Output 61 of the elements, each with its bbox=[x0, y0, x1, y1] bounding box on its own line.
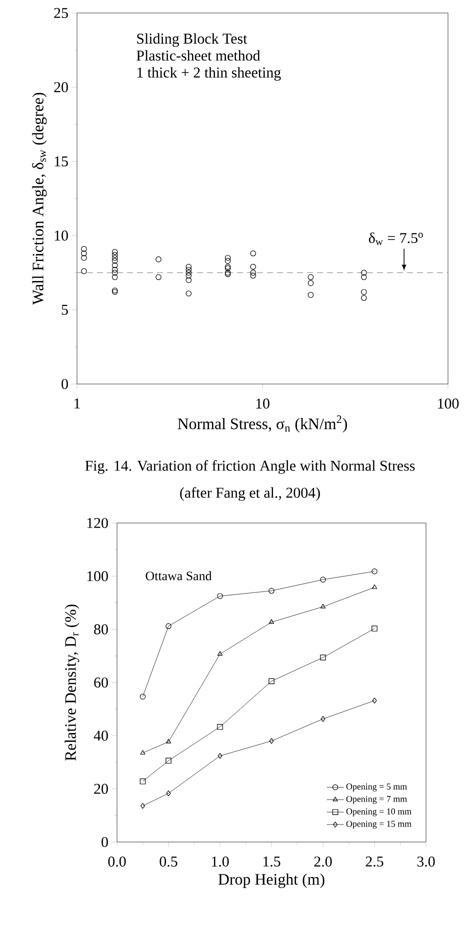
point bbox=[268, 619, 274, 624]
point bbox=[320, 576, 326, 583]
y-tick-label: 5 bbox=[62, 304, 68, 315]
x-tick-label: 2.5 bbox=[366, 856, 384, 867]
point bbox=[218, 752, 222, 759]
x-axis-title: Drop Height (m) bbox=[218, 874, 324, 888]
point bbox=[268, 588, 274, 594]
annotation: Sliding Block Test bbox=[137, 33, 248, 47]
point bbox=[217, 724, 223, 730]
x-tick-label: 10 bbox=[256, 398, 270, 409]
x-tick-label: 1.5 bbox=[263, 856, 280, 867]
ref-line-label: δ$_{w}$ = 7.5$^{o}$ bbox=[368, 232, 423, 246]
y-axis-title: Relative Density, D$_{r}$ (%) bbox=[64, 604, 80, 761]
x-tick-label: 0.5 bbox=[160, 856, 178, 867]
point bbox=[140, 778, 146, 784]
point bbox=[372, 698, 377, 704]
x-tick-label: 100 bbox=[438, 398, 459, 409]
y-tick-label: 120 bbox=[87, 518, 108, 528]
point bbox=[166, 738, 172, 744]
point bbox=[166, 790, 171, 796]
point bbox=[320, 716, 326, 722]
point bbox=[320, 604, 326, 608]
point bbox=[269, 738, 274, 744]
y-tick-label: 100 bbox=[87, 571, 108, 582]
y-tick-label: 40 bbox=[94, 730, 108, 741]
point bbox=[217, 593, 223, 600]
text: (after Fang et al., 2004) bbox=[180, 487, 320, 501]
annotation: Plastic-sheet method bbox=[136, 50, 260, 61]
legend-label: Opening = 15 mm bbox=[346, 820, 412, 829]
point bbox=[166, 758, 172, 764]
y-tick-label: 0 bbox=[62, 378, 68, 390]
annotation: Ottawa Sand bbox=[146, 571, 212, 580]
x-tick-label: 3.0 bbox=[417, 856, 435, 867]
point bbox=[166, 623, 172, 630]
x-tick-label: 2.0 bbox=[314, 856, 332, 867]
x-axis-title: Normal Stress, σ$_{n}$ (kN/m$^{2}$) bbox=[178, 415, 347, 432]
legend-label: Opening = 5 mm bbox=[346, 784, 407, 792]
y-tick-label: 20 bbox=[54, 82, 68, 92]
x-tick-label: 1 bbox=[74, 398, 80, 408]
y-tick-label: 80 bbox=[94, 624, 108, 634]
x-tick-label: 0.0 bbox=[108, 856, 126, 867]
annotation: 1 thick + 2 thin sheeting bbox=[137, 67, 281, 81]
point bbox=[372, 568, 378, 574]
y-tick-label: 15 bbox=[54, 156, 68, 166]
y-tick-label: 10 bbox=[54, 230, 68, 241]
y-tick-label: 25 bbox=[54, 8, 68, 18]
point bbox=[320, 654, 326, 660]
point bbox=[217, 651, 223, 656]
point bbox=[372, 626, 378, 632]
text: Fig. 14. Variation of friction Angle with Normal Stress bbox=[85, 460, 415, 474]
point bbox=[140, 802, 146, 809]
y-tick-label: 0 bbox=[102, 836, 108, 848]
y-axis-title: Wall Friction Angle, δ$_{sw}$ (degree) bbox=[32, 92, 47, 305]
legend-label: Opening = 10 mm bbox=[346, 808, 412, 816]
point bbox=[268, 678, 274, 684]
y-tick-label: 60 bbox=[94, 677, 108, 688]
y-tick-label: 20 bbox=[94, 784, 108, 794]
legend-label: Opening = 7 mm bbox=[346, 796, 407, 804]
point bbox=[140, 750, 146, 755]
x-tick-label: 1.0 bbox=[212, 856, 229, 867]
point bbox=[372, 584, 378, 589]
